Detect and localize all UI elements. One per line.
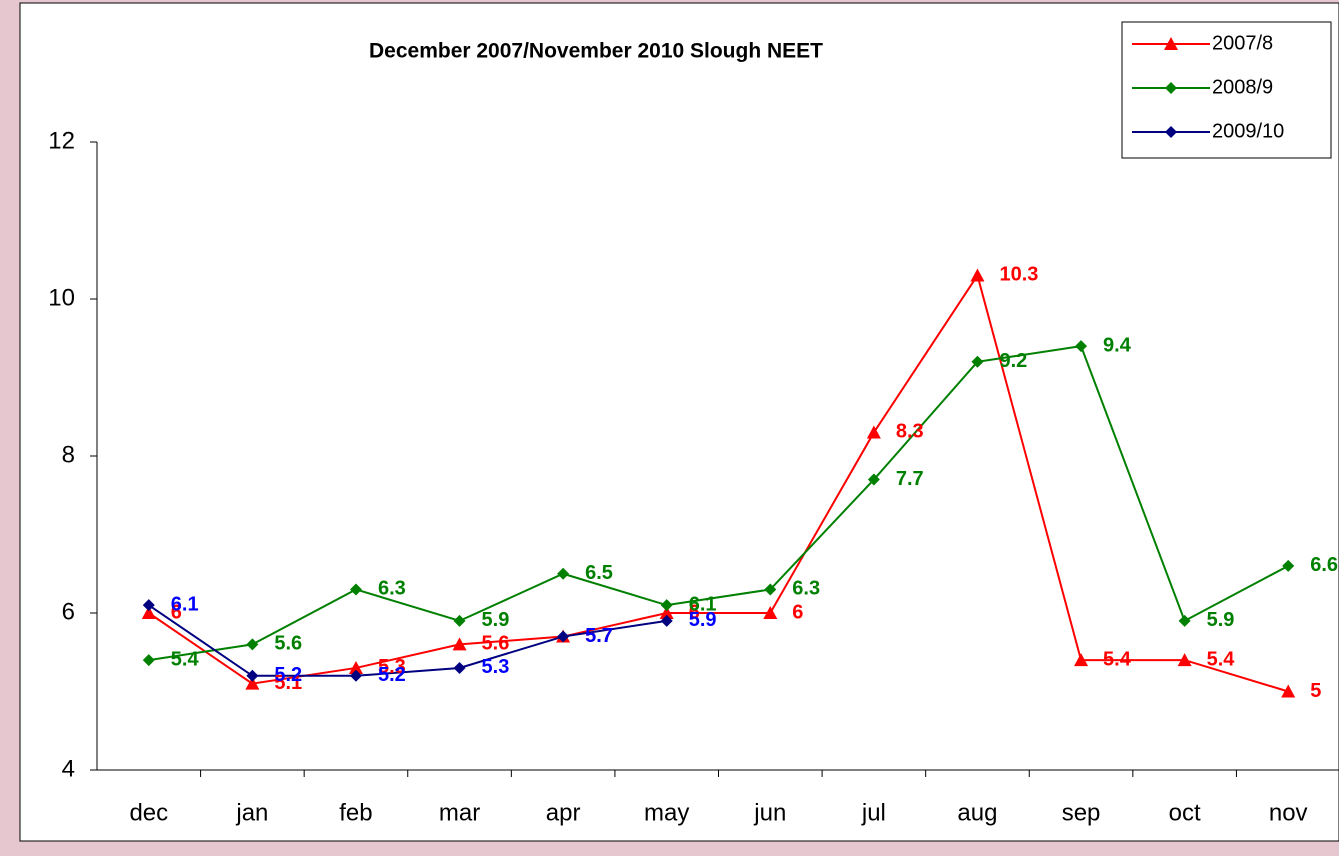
data-label: 5.3: [378, 656, 406, 678]
series-line: [148, 604, 667, 677]
data-label: 5.1: [274, 672, 302, 694]
data-label: 5.9: [482, 609, 510, 631]
data-label: 6: [792, 601, 803, 623]
x-tick-label: may: [644, 799, 689, 826]
marker: [660, 599, 673, 612]
marker: [245, 676, 260, 690]
data-label: 6.3: [378, 578, 406, 600]
marker: [348, 660, 363, 674]
marker: [1164, 37, 1178, 50]
marker: [763, 606, 778, 619]
data-label: 5.3: [482, 656, 510, 678]
x-tick-label: feb: [339, 799, 372, 826]
marker: [246, 638, 259, 651]
data-label: 5.7: [585, 625, 613, 647]
data-label: 6.1: [171, 593, 199, 615]
marker: [971, 355, 984, 368]
marker: [1281, 684, 1296, 698]
x-tick-label: sep: [1062, 799, 1101, 826]
y-tick-label: 12: [48, 127, 75, 154]
legend-label: 2007/8: [1212, 32, 1273, 54]
data-label: 5.4: [171, 648, 200, 670]
x-tick-label: dec: [129, 799, 168, 826]
marker: [349, 669, 362, 682]
marker: [1178, 614, 1191, 627]
marker: [764, 583, 777, 596]
data-label: 6.3: [792, 578, 820, 600]
data-label: 8.3: [896, 421, 924, 443]
x-tick-label: apr: [546, 799, 581, 826]
y-tick-label: 4: [62, 755, 75, 782]
marker: [452, 637, 467, 651]
data-label: 10.3: [999, 264, 1038, 286]
marker: [1074, 653, 1089, 667]
data-label: 5.9: [689, 609, 717, 631]
marker: [970, 268, 985, 282]
x-tick-label: aug: [957, 799, 997, 826]
data-label: 5.4: [1207, 648, 1236, 670]
series-line: [148, 344, 1289, 662]
x-tick-label: jun: [753, 799, 786, 826]
marker: [453, 614, 466, 627]
data-label: 5.2: [378, 664, 406, 686]
data-label: 6: [171, 601, 182, 623]
marker: [660, 614, 673, 627]
data-label: 5.7: [585, 625, 613, 647]
x-tick-label: jul: [861, 799, 886, 826]
data-label: 5.2: [274, 664, 302, 686]
data-label: 5.6: [482, 633, 510, 655]
data-label: 5.6: [274, 633, 302, 655]
series-line: [148, 273, 1289, 693]
marker: [557, 630, 570, 643]
marker: [349, 583, 362, 596]
x-tick-label: mar: [439, 799, 480, 826]
marker: [142, 599, 155, 612]
y-tick-label: 6: [62, 598, 75, 625]
marker: [1165, 82, 1177, 94]
data-label: 5.4: [1103, 648, 1132, 670]
data-label: 9.2: [999, 350, 1027, 372]
marker: [142, 654, 155, 667]
marker: [246, 669, 259, 682]
marker: [141, 606, 156, 619]
marker: [557, 567, 570, 580]
marker: [866, 425, 881, 439]
marker: [1282, 559, 1295, 572]
x-tick-label: oct: [1169, 799, 1201, 826]
x-tick-label: nov: [1269, 799, 1308, 826]
marker: [659, 606, 674, 619]
data-label: 9.4: [1103, 334, 1132, 356]
marker: [453, 661, 466, 674]
y-tick-label: 8: [62, 441, 75, 468]
data-label: 7.7: [896, 468, 924, 490]
marker: [867, 473, 880, 486]
chart-title: December 2007/November 2010 Slough NEET: [369, 40, 823, 63]
marker: [1075, 340, 1088, 353]
data-label: 6: [689, 601, 700, 623]
data-label: 6.6: [1310, 554, 1338, 576]
legend-label: 2009/10: [1212, 120, 1284, 142]
marker: [1177, 653, 1192, 667]
data-label: 6.5: [585, 562, 613, 584]
legend-label: 2008/9: [1212, 76, 1273, 98]
marker: [1165, 126, 1177, 138]
data-label: 5.9: [1207, 609, 1235, 631]
data-label: 5: [1310, 680, 1321, 702]
x-tick-label: jan: [235, 799, 268, 826]
chart-area: [19, 2, 1339, 842]
data-label: 6.1: [689, 593, 717, 615]
y-tick-label: 10: [48, 284, 75, 311]
